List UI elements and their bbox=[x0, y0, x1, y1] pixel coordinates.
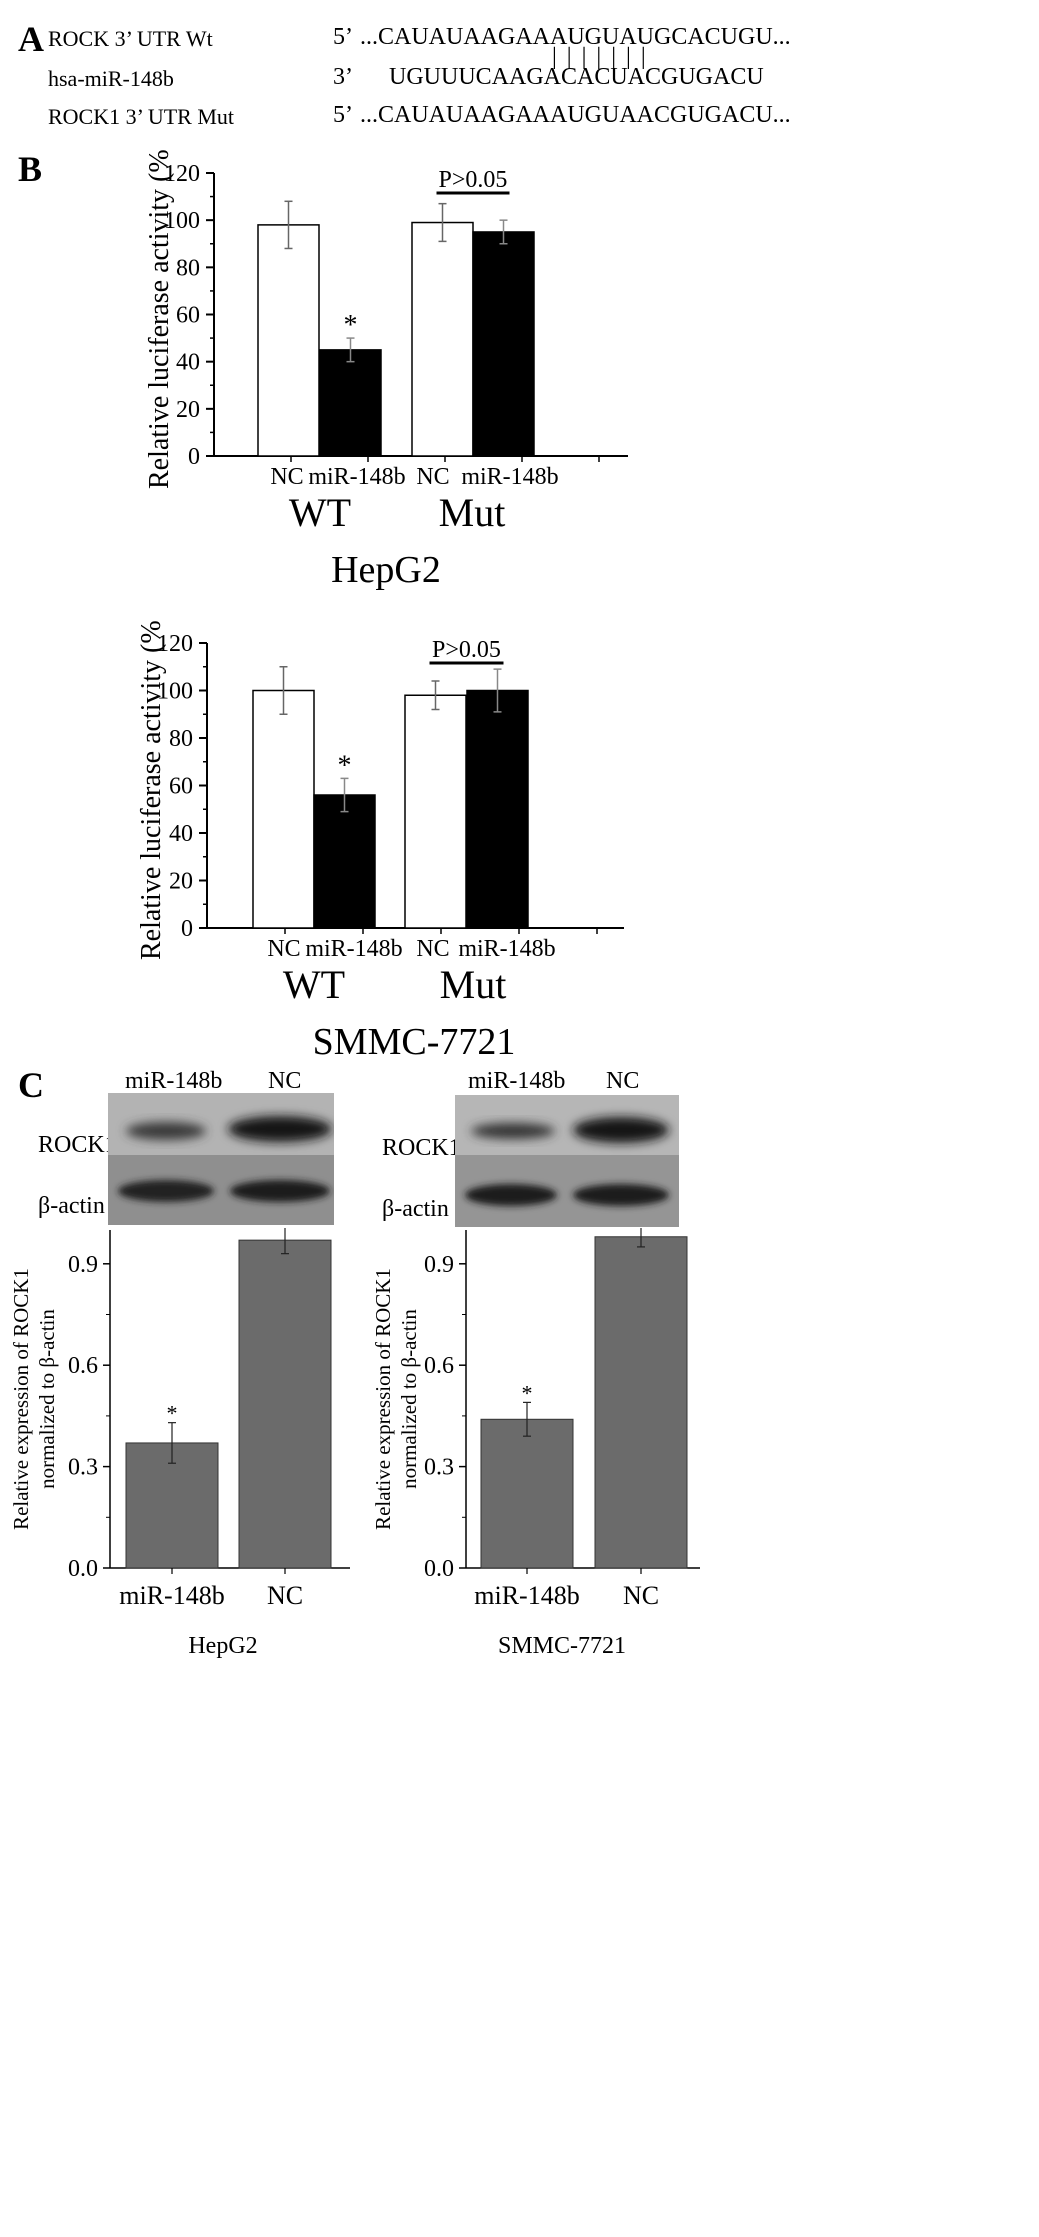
significance-star: * bbox=[167, 1401, 178, 1426]
significance-label: P>0.05 bbox=[439, 167, 508, 193]
blot1-row-actin: β-actin bbox=[38, 1193, 105, 1219]
panel-c-letter: C bbox=[18, 1065, 44, 1105]
group-label-mut: Mut bbox=[440, 962, 507, 1007]
y-axis-label-line: Relative expression of ROCK1 bbox=[371, 1268, 395, 1530]
bar-mut-nc bbox=[404, 694, 467, 929]
blot2-row-rock1: ROCK1 bbox=[382, 1135, 461, 1161]
significance-label: P>0.05 bbox=[432, 637, 501, 663]
bar-mut-nc bbox=[411, 221, 474, 457]
bar-wt-nc bbox=[257, 224, 320, 457]
seq-mir: UGUUUCAAGACACUACGUGACU bbox=[389, 64, 764, 90]
panel-a-letter: A bbox=[18, 19, 44, 59]
y-tick-label: 80 bbox=[176, 255, 200, 281]
y-tick-label: 20 bbox=[176, 397, 200, 423]
y-tick-label: 100 bbox=[157, 679, 193, 705]
group-label-wt: WT bbox=[289, 490, 351, 535]
blot2-image bbox=[455, 1095, 679, 1227]
category-label: miR-148b bbox=[308, 464, 405, 490]
y-tick-label: 0.0 bbox=[424, 1556, 454, 1582]
y-tick-label: 0.3 bbox=[68, 1455, 98, 1481]
significance-star: * bbox=[344, 310, 358, 341]
y-tick-label: 40 bbox=[176, 350, 200, 376]
y-tick-label: 20 bbox=[169, 869, 193, 895]
y-axis-label-line: normalized to β-actin bbox=[397, 1309, 421, 1489]
seq-pairing-lines: | | | | | | | bbox=[552, 44, 648, 70]
y-tick-label: 60 bbox=[169, 774, 193, 800]
y-tick-label: 0.3 bbox=[424, 1455, 454, 1481]
y-axis-label: Relative luciferase activity (%) bbox=[136, 620, 167, 960]
seq-label-mir: hsa-miR-148b bbox=[48, 66, 174, 91]
chart-title: HepG2 bbox=[331, 549, 441, 590]
seq-end-wt: 5’ bbox=[333, 24, 353, 50]
blot2-lane-nc: NC bbox=[606, 1068, 640, 1094]
blot2-row-actin: β-actin bbox=[382, 1196, 449, 1222]
rock1-expression-chart-smmc7721: 0.0 0.3 0.6 0.9 Relative expression of ROCK1… bbox=[371, 1228, 700, 1659]
bar-mut-mir148b bbox=[466, 689, 529, 929]
seq-wt: ...CAUAUAAGAAAUGUAUGCACUGU... bbox=[360, 24, 791, 50]
category-label: NC bbox=[416, 464, 449, 490]
bar-nc bbox=[238, 1239, 332, 1569]
bar-mut-mir148b bbox=[472, 231, 535, 457]
y-tick-label: 0.9 bbox=[68, 1252, 98, 1278]
y-axis-label-line: Relative expression of ROCK1 bbox=[9, 1268, 33, 1530]
seq-label-mut: ROCK1 3’ UTR Mut bbox=[48, 104, 234, 129]
category-label: NC bbox=[416, 936, 449, 962]
chart-title: SMMC-7721 bbox=[498, 1633, 626, 1659]
category-label: miR-148b bbox=[305, 936, 402, 962]
blot2-lane-mir148b: miR-148b bbox=[468, 1068, 566, 1094]
chart-title: SMMC-7721 bbox=[313, 1021, 516, 1060]
y-tick-label: 40 bbox=[169, 821, 193, 847]
y-tick-label: 80 bbox=[169, 726, 193, 752]
y-tick-label: 0.9 bbox=[424, 1252, 454, 1278]
seq-label-wt: ROCK 3’ UTR Wt bbox=[48, 26, 213, 51]
blot1-lane-nc: NC bbox=[268, 1068, 302, 1094]
significance-star: * bbox=[522, 1380, 533, 1405]
y-tick-label: 120 bbox=[157, 631, 193, 657]
y-tick-label: 120 bbox=[164, 161, 200, 187]
category-label: miR-148b bbox=[458, 936, 555, 962]
bar-wt-mir148b bbox=[313, 794, 376, 929]
seq-end-mir: 3’ bbox=[333, 64, 353, 90]
category-label: miR-148b bbox=[119, 1581, 224, 1610]
category-label: miR-148b bbox=[474, 1581, 579, 1610]
y-tick-label: 100 bbox=[164, 208, 200, 234]
bar-wt-mir148b bbox=[319, 349, 382, 457]
bar-nc bbox=[594, 1236, 688, 1569]
category-label: NC bbox=[267, 936, 300, 962]
y-axis-label-line: normalized to β-actin bbox=[35, 1309, 59, 1489]
category-label: NC bbox=[270, 464, 303, 490]
rock1-expression-chart-hepg2: 0.0 0.3 0.6 0.9 Relative expression of ROCK1… bbox=[9, 1228, 350, 1659]
chart-title: HepG2 bbox=[188, 1633, 257, 1659]
category-label: NC bbox=[623, 1581, 659, 1610]
y-tick-label: 60 bbox=[176, 303, 200, 329]
blot1-lane-mir148b: miR-148b bbox=[125, 1068, 223, 1094]
significance-star: * bbox=[338, 750, 352, 781]
group-label-mut: Mut bbox=[439, 490, 506, 535]
y-tick-label: 0.6 bbox=[68, 1353, 98, 1379]
seq-end-mut: 5’ bbox=[333, 102, 353, 128]
y-axis-label: Relative luciferase activity (%) bbox=[144, 150, 175, 489]
bar-mir148b bbox=[480, 1418, 574, 1569]
blot1-row-rock1: ROCK1 bbox=[38, 1132, 117, 1158]
y-tick-label: 0 bbox=[188, 444, 200, 470]
blot1-image bbox=[108, 1093, 334, 1225]
panel-b-letter: B bbox=[18, 149, 43, 189]
y-tick-label: 0.6 bbox=[424, 1353, 454, 1379]
group-label-wt: WT bbox=[283, 962, 345, 1007]
category-label: miR-148b bbox=[461, 464, 558, 490]
bar-wt-nc bbox=[252, 689, 315, 929]
category-label: NC bbox=[267, 1581, 303, 1610]
y-tick-label: 0.0 bbox=[68, 1556, 98, 1582]
y-tick-label: 0 bbox=[181, 916, 193, 942]
seq-mut: ...CAUAUAAGAAAUGUAACGUGACU... bbox=[360, 102, 791, 128]
